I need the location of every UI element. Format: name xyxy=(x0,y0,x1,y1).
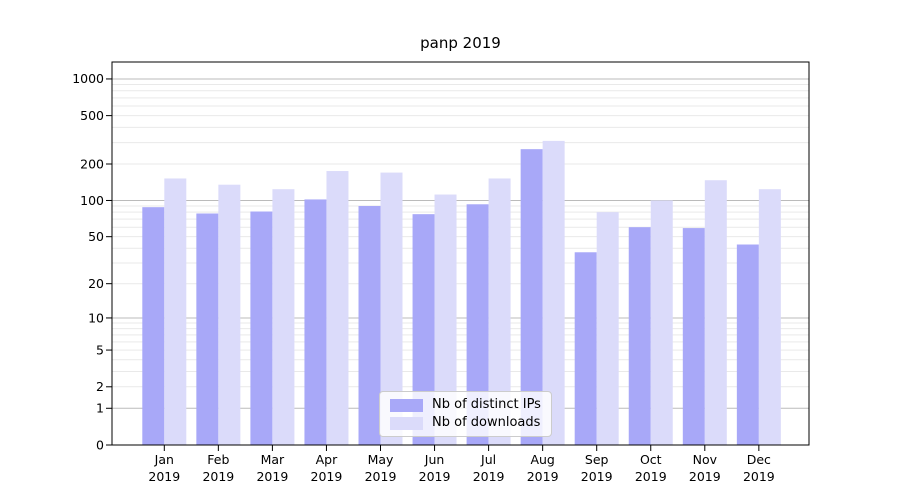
bar-downloads xyxy=(542,140,565,445)
bar-distinct-ips xyxy=(142,207,165,445)
legend: Nb of distinct IPs Nb of downloads xyxy=(379,391,552,437)
legend-item-downloads: Nb of downloads xyxy=(390,416,541,430)
bar-distinct-ips xyxy=(250,211,273,445)
y-tick-label: 500 xyxy=(80,108,104,123)
bar-downloads xyxy=(272,189,295,445)
bar-downloads xyxy=(434,194,457,445)
y-tick-label: 50 xyxy=(88,229,104,244)
x-tick-label-year: 2019 xyxy=(419,469,451,484)
legend-swatch-distinct-ips xyxy=(390,398,423,412)
x-tick-label-month: May xyxy=(368,452,394,467)
y-tick-label: 1 xyxy=(96,401,104,416)
x-tick-label-year: 2019 xyxy=(148,469,180,484)
x-tick-label-month: Jun xyxy=(424,452,445,467)
x-tick-label-month: Oct xyxy=(640,452,662,467)
x-tick-label-month: Mar xyxy=(261,452,285,467)
legend-swatch-downloads xyxy=(390,416,423,430)
plot-border xyxy=(111,61,810,446)
x-tick-label-month: Apr xyxy=(316,452,338,467)
bar-downloads xyxy=(380,172,403,446)
x-tick-label-month: Nov xyxy=(693,452,718,467)
legend-label: Nb of downloads xyxy=(432,415,541,430)
bar-downloads xyxy=(326,171,349,445)
bar-downloads xyxy=(218,184,241,445)
x-tick-label-year: 2019 xyxy=(365,469,397,484)
legend-label: Nb of distinct IPs xyxy=(432,397,541,412)
y-tick-label: 20 xyxy=(88,276,104,291)
y-tick-label: 1000 xyxy=(72,71,104,86)
bar-distinct-ips xyxy=(682,228,705,445)
x-tick-label-month: Jul xyxy=(480,452,496,467)
bar-downloads xyxy=(164,178,187,445)
y-tick-label: 0 xyxy=(96,437,104,452)
bar-downloads xyxy=(650,200,673,445)
x-tick-label-year: 2019 xyxy=(256,469,288,484)
x-tick-label-year: 2019 xyxy=(473,469,505,484)
x-tick-label-month: Jan xyxy=(154,452,174,467)
legend-item-distinct-ips: Nb of distinct IPs xyxy=(390,398,541,412)
x-tick-label-month: Dec xyxy=(747,452,771,467)
bar-distinct-ips xyxy=(412,214,435,445)
x-tick-label-year: 2019 xyxy=(311,469,343,484)
x-tick-label-year: 2019 xyxy=(689,469,721,484)
y-tick-label: 200 xyxy=(80,156,104,171)
y-tick-label: 2 xyxy=(96,379,104,394)
bar-distinct-ips xyxy=(304,199,327,445)
chart-title: panp 2019 xyxy=(420,34,501,52)
x-tick-label-year: 2019 xyxy=(527,469,559,484)
bar-distinct-ips xyxy=(520,149,543,446)
bar-distinct-ips xyxy=(358,205,381,445)
bar-downloads xyxy=(758,189,781,445)
bar-downloads xyxy=(596,212,619,445)
bar-downloads xyxy=(704,180,727,445)
y-tick-label: 5 xyxy=(96,342,104,357)
x-tick-label-year: 2019 xyxy=(202,469,234,484)
bar-distinct-ips xyxy=(196,213,219,445)
bar-distinct-ips xyxy=(736,244,759,445)
x-tick-label-year: 2019 xyxy=(581,469,613,484)
x-tick-label-month: Aug xyxy=(530,452,554,467)
x-tick-label-month: Sep xyxy=(585,452,609,467)
bar-distinct-ips xyxy=(574,252,597,445)
bar-distinct-ips xyxy=(466,204,489,445)
bar-downloads xyxy=(488,178,511,445)
bar-distinct-ips xyxy=(628,227,651,445)
y-tick-label: 10 xyxy=(88,310,104,325)
x-tick-label-month: Feb xyxy=(207,452,229,467)
x-tick-label-year: 2019 xyxy=(635,469,667,484)
x-tick-label-year: 2019 xyxy=(743,469,775,484)
y-tick-label: 100 xyxy=(80,193,104,208)
